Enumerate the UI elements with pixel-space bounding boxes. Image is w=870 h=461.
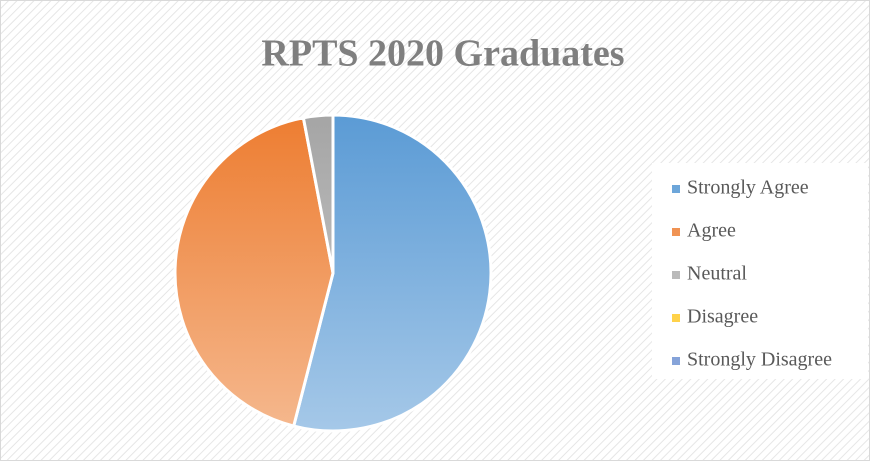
legend-label: Agree <box>687 220 736 242</box>
legend-label: Strongly Agree <box>687 177 809 199</box>
legend-label: Disagree <box>687 306 758 328</box>
pie-slice <box>173 116 335 428</box>
legend-box <box>652 163 868 379</box>
legend-marker <box>672 185 680 193</box>
legend-label: Neutral <box>687 263 747 285</box>
pie-slice <box>292 113 493 433</box>
legend-marker <box>672 228 680 236</box>
pie-slice <box>301 113 335 275</box>
legend-marker <box>672 357 680 365</box>
chart-title: RPTS 2020 Graduates <box>261 33 624 75</box>
legend-marker <box>672 314 680 322</box>
legend-label: Strongly Disagree <box>687 349 832 371</box>
legend-marker <box>672 271 680 279</box>
